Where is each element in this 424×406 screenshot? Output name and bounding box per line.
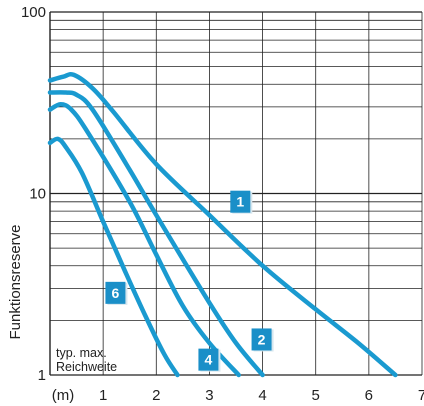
badges: 1 2 4 6 [105, 190, 274, 372]
badge-box [105, 281, 126, 304]
annotation-line-1: typ. max. [56, 346, 107, 360]
y-tick-label: 1 [38, 367, 46, 384]
series-line-1 [47, 72, 398, 378]
x-tick-label: 5 [312, 387, 320, 404]
badge-box [230, 190, 251, 213]
badge-label: 2 [258, 331, 266, 347]
series-layer [47, 72, 398, 378]
series-badge-1: 1 [230, 190, 253, 214]
series-badge-6: 6 [105, 281, 128, 305]
y-tick-label: 10 [29, 186, 46, 203]
badge-label: 1 [236, 194, 244, 210]
x-tick-label: 6 [365, 387, 373, 404]
badge-box [198, 348, 219, 371]
series-line-6 [47, 136, 180, 378]
series-badge-2: 2 [251, 328, 274, 352]
series-line-4 [47, 102, 241, 378]
badge-box [251, 328, 272, 351]
x-tick-label: 2 [152, 387, 160, 404]
x-tick-label: 1 [99, 387, 107, 404]
tick-labels: 1 2 3 4 5 6 7 1 10 100 [21, 4, 424, 404]
x-tick-label: 4 [258, 387, 266, 404]
badge-label: 6 [112, 285, 120, 301]
x-tick-label: 3 [205, 387, 213, 404]
series-badge-4: 4 [198, 348, 221, 372]
series-line-2 [47, 90, 265, 378]
badge-label: 4 [205, 352, 213, 368]
annotation-line-2: Reichweite [56, 360, 117, 374]
x-unit-label: (m) [52, 387, 75, 404]
y-tick-label: 100 [21, 4, 46, 21]
y-axis-label: Funktionsreserve [7, 224, 24, 339]
x-tick-label: 7 [418, 387, 424, 404]
